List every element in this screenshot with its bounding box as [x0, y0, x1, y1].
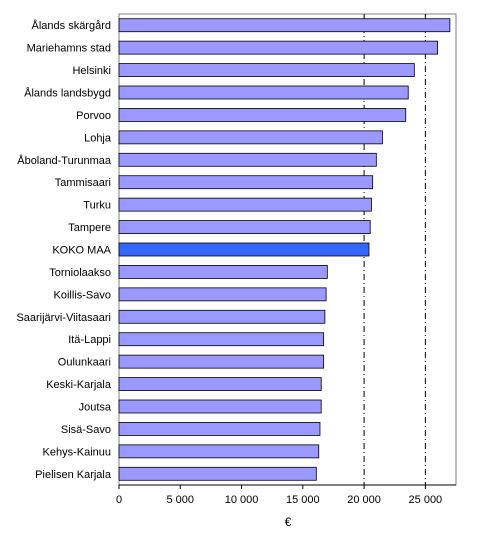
bar	[118, 197, 372, 212]
category-label: Turku	[83, 200, 111, 212]
bars	[118, 18, 451, 481]
bar	[118, 85, 409, 100]
bar	[118, 220, 371, 234]
category-label: Åboland-Turunmaa	[17, 154, 112, 167]
bar	[118, 422, 321, 436]
category-label: Ålands landsbygd	[24, 87, 111, 100]
category-label: Lohja	[84, 132, 112, 144]
category-label: Keski-Karjala	[46, 379, 112, 391]
category-label: Torniolaakso	[49, 267, 111, 279]
category-label: Helsinki	[72, 65, 111, 77]
x-tick-label: 15 000	[286, 494, 320, 506]
bar	[118, 242, 370, 257]
bar	[118, 354, 325, 369]
category-label: Koillis-Savo	[54, 289, 111, 301]
category-label: Kehys-Kainuu	[43, 446, 112, 458]
x-tick-label: 5 000	[167, 494, 195, 506]
category-label: KOKO MAA	[52, 245, 111, 257]
bar	[118, 63, 415, 77]
category-label: Tampere	[68, 222, 111, 234]
category-label: Joutsa	[79, 402, 112, 414]
bar	[118, 466, 317, 481]
x-tick-label: 0	[116, 494, 122, 506]
bar	[118, 309, 326, 324]
bar	[118, 18, 451, 33]
category-label: Porvoo	[76, 110, 111, 122]
x-axis-title: €	[285, 515, 292, 529]
bar	[118, 152, 377, 167]
bar	[118, 108, 407, 122]
x-tick-label: 25 000	[409, 494, 443, 506]
bar	[118, 332, 325, 347]
bar	[118, 444, 320, 459]
category-label: Tammisaari	[55, 177, 111, 189]
category-labels: Ålands skärgård Mariehamns stad Helsinki Ål…	[16, 19, 111, 481]
category-label: Pielisen Karjala	[35, 469, 112, 481]
category-label: Oulunkaari	[58, 357, 111, 369]
bar	[118, 377, 322, 391]
bar	[118, 399, 322, 414]
category-label: Sisä-Savo	[61, 424, 111, 436]
bar	[118, 175, 374, 190]
bar	[118, 40, 439, 55]
x-tick-label: 20 000	[347, 494, 381, 506]
x-tick-label: 10 000	[225, 494, 259, 506]
bar	[118, 130, 383, 145]
bar	[118, 265, 328, 279]
category-label: Ålands skärgård	[32, 19, 112, 32]
bar	[118, 287, 327, 302]
category-label: Mariehamns stad	[27, 43, 111, 55]
x-ticks: 0 5 000 10 000 15 000 20 000 25 000	[116, 485, 442, 506]
category-label: Itä-Lappi	[68, 334, 111, 346]
category-label: Saarijärvi-Viitasaari	[16, 312, 111, 324]
